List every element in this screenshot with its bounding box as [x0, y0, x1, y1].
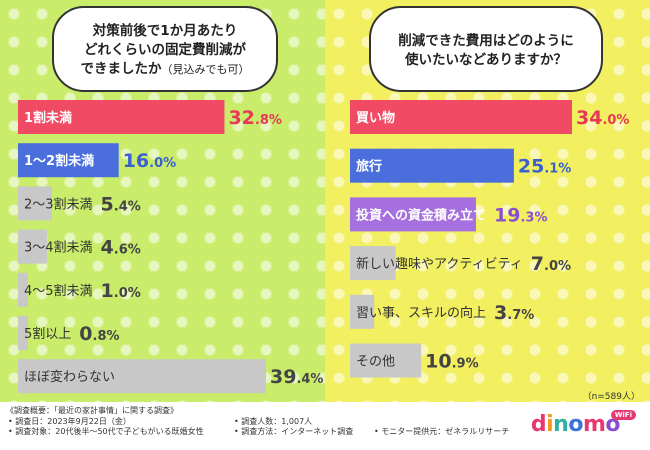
bar-2-3	[350, 197, 477, 232]
right-panel: 削減できた費用はどのように 使いたいなどありますか？ 買い物 34.0% 旅行 25.…	[325, 0, 650, 402]
left-bar-chart: 1割未満 32.8% 1〜2割未満 16.0% 2〜3割未満 5.4% 3〜4割未満 4.6%…	[18, 100, 323, 394]
value-label: 39.4%	[270, 366, 323, 388]
value-label: 5.4%	[101, 193, 141, 215]
left-question-note: （見込みでも可）	[161, 63, 250, 76]
bar-1-4	[18, 229, 47, 264]
value-label: 4.6%	[101, 237, 141, 259]
category-label: 1割未満	[24, 110, 72, 126]
brand-logo: dinomo	[530, 412, 621, 437]
right-bar-chart: 買い物 34.0% 旅行 25.1% 投資への資金積み立て 19.3% 新しい趣味やアクティ…	[350, 100, 629, 378]
logo-letter: n	[553, 412, 569, 437]
bar-1-6	[18, 316, 28, 350]
brand-logo-badge: WiFi	[610, 410, 636, 420]
logo-letter: i	[546, 412, 554, 437]
logo-letter: m	[582, 412, 606, 437]
bar-1-7	[18, 359, 266, 394]
bar-1-3	[18, 186, 52, 221]
survey-method: • 調査方法：インターネット調査	[234, 427, 354, 436]
right-question-line-2: 使いたいなどありますか？	[405, 52, 567, 68]
bar-2-4	[350, 246, 396, 281]
survey-count: • 調査人数：1,007人	[234, 417, 313, 426]
category-label: 習い事、スキルの向上	[356, 305, 486, 321]
bar-2-2	[350, 148, 514, 183]
bar-1-5	[18, 272, 28, 307]
right-question-bubble: 削減できた費用はどのように 使いたいなどありますか？	[369, 6, 603, 92]
survey-summary: 《調査概要：「最近の家計事情」に関する調査》	[6, 406, 178, 415]
survey-date: • 調査日：2023年9月22日（金）	[8, 417, 131, 426]
sample-size-note: （n=589人）	[582, 392, 640, 402]
category-label: その他	[356, 355, 395, 370]
bar-2-6	[350, 343, 422, 378]
bar-2-5	[350, 294, 375, 329]
value-label: 19.3%	[494, 204, 547, 226]
category-label: 旅行	[356, 159, 382, 175]
value-label: 25.1%	[518, 156, 571, 178]
left-question-line-2: どれくらいの固定費削減が	[84, 42, 246, 58]
value-label: 7.0%	[531, 253, 571, 275]
category-label: 4〜5割未満	[24, 283, 93, 299]
bar-2-1	[350, 100, 572, 134]
left-panel: 対策前後で1か月あたり どれくらいの固定費削減が できましたか（見込みでも可） …	[0, 0, 325, 402]
logo-letter: o	[568, 412, 583, 437]
category-label: 買い物	[356, 110, 395, 126]
value-label: 1.0%	[101, 280, 141, 302]
value-label: 16.0%	[123, 150, 176, 172]
category-label: 新しい趣味やアクティビティ	[356, 256, 523, 272]
value-label: 3.7%	[494, 302, 534, 324]
bar-1-1	[18, 100, 225, 134]
footer: 《調査概要：「最近の家計事情」に関する調査》 • 調査日：2023年9月22日（…	[0, 402, 650, 450]
survey-target: • 調査対象：20代後半〜50代で子どもがいる既婚女性	[8, 427, 204, 436]
value-label: 34.0%	[576, 107, 629, 129]
bar-1-2	[18, 143, 119, 178]
left-question-line-3: できましたか	[80, 61, 162, 77]
category-label: ほぼ変わらない	[24, 369, 115, 385]
category-label: 1〜2割未満	[24, 153, 94, 169]
left-question-line-1: 対策前後で1か月あたり	[92, 23, 238, 39]
category-label: 投資への資金積み立て	[356, 207, 486, 223]
survey-provider: • モニター提供元：ゼネラルリサーチ	[374, 427, 510, 436]
value-label: 32.8%	[228, 107, 281, 129]
value-label: 0.8%	[79, 323, 119, 345]
logo-letter: d	[530, 412, 547, 437]
category-label: 2〜3割未満	[24, 196, 93, 212]
right-question-line-1: 削減できた費用はどのように	[398, 33, 574, 49]
category-label: 3〜4割未満	[24, 240, 93, 256]
left-question-bubble: 対策前後で1か月あたり どれくらいの固定費削減が できましたか（見込みでも可）	[52, 6, 278, 92]
value-label: 10.9%	[425, 351, 478, 373]
category-label: 5割以上	[24, 326, 71, 342]
